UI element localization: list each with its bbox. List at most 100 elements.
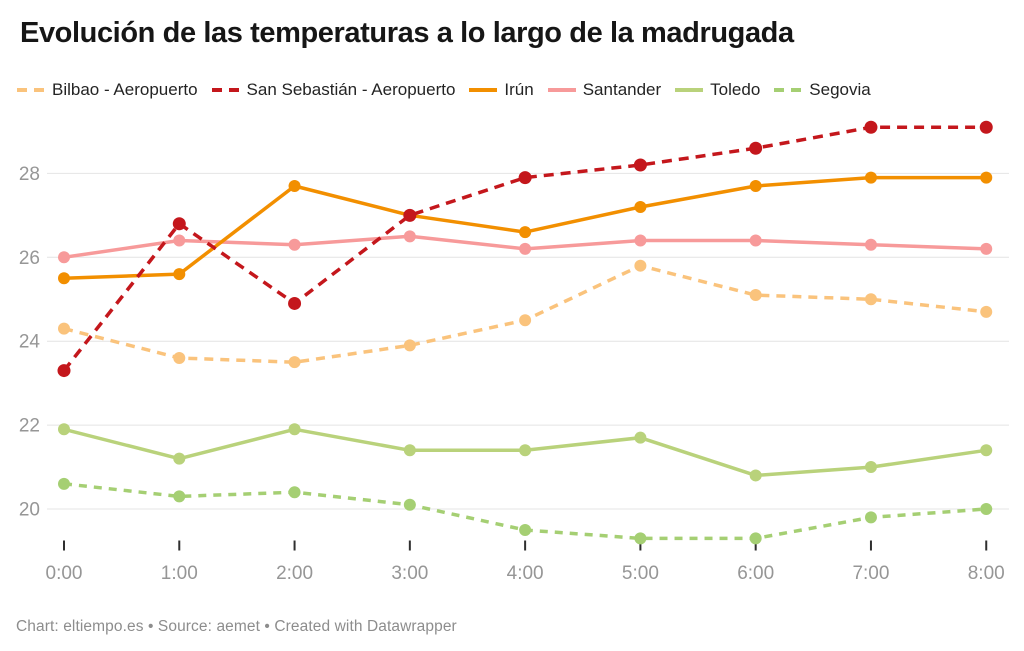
- data-point-san-sebastian-aeropuerto-2:00: [288, 296, 302, 310]
- legend-swatch-toledo: [675, 88, 704, 92]
- series-line-bilbao-aeropuerto: [63, 263, 987, 364]
- series-segovia: [58, 477, 993, 545]
- chart-title: Evolución de las temperaturas a lo largo…: [20, 17, 794, 49]
- data-point-segovia-3:00: [403, 498, 416, 511]
- data-point-irun-2:00: [288, 179, 301, 192]
- data-point-san-sebastian-aeropuerto-0:00: [57, 364, 71, 378]
- data-point-bilbao-aeropuerto-5:00: [634, 259, 647, 272]
- legend-swatch-irun: [469, 88, 498, 92]
- data-point-irun-6:00: [749, 179, 762, 192]
- legend-swatch-san-sebastian-aeropuerto: [211, 88, 240, 92]
- data-point-segovia-8:00: [980, 503, 993, 515]
- data-point-san-sebastian-aeropuerto-4:00: [518, 171, 532, 185]
- data-point-san-sebastian-aeropuerto-6:00: [749, 141, 763, 155]
- data-point-san-sebastian-aeropuerto-8:00: [979, 120, 993, 134]
- data-point-segovia-4:00: [519, 523, 532, 536]
- legend-item-santander: Santander: [547, 80, 662, 100]
- x-tick-label: 1:00: [161, 563, 198, 584]
- x-tick-label: 2:00: [276, 563, 313, 584]
- legend-label: San Sebastián - Aeropuerto: [246, 80, 456, 99]
- data-point-santander-7:00: [864, 238, 877, 251]
- data-point-segovia-5:00: [634, 532, 647, 545]
- legend-item-toledo: Toledo: [675, 80, 760, 100]
- y-tick-label: 26: [19, 248, 40, 269]
- data-point-toledo-7:00: [864, 461, 877, 474]
- y-gridlines: [47, 172, 1009, 510]
- x-tick-label: 3:00: [391, 563, 428, 584]
- data-point-toledo-5:00: [634, 431, 647, 444]
- data-point-bilbao-aeropuerto-6:00: [749, 289, 762, 302]
- legend-item-segovia: Segovia: [774, 80, 871, 100]
- series-santander: [58, 230, 993, 264]
- legend-item-san-sebastian-aeropuerto: San Sebastián - Aeropuerto: [211, 80, 456, 100]
- data-point-bilbao-aeropuerto-7:00: [864, 293, 877, 306]
- chart-footer: Chart: eltiempo.es • Source: aemet • Cre…: [16, 618, 457, 635]
- data-point-toledo-3:00: [403, 444, 416, 457]
- series-bilbao-aeropuerto: [58, 259, 993, 369]
- data-point-segovia-2:00: [288, 486, 301, 499]
- data-point-santander-8:00: [980, 242, 993, 255]
- series-irun: [58, 171, 993, 285]
- x-tick-label: 8:00: [968, 563, 1005, 584]
- data-point-toledo-8:00: [980, 444, 993, 457]
- y-tick-label: 22: [19, 416, 40, 437]
- data-point-bilbao-aeropuerto-8:00: [980, 305, 993, 318]
- data-point-san-sebastian-aeropuerto-3:00: [403, 208, 417, 222]
- x-tick-label: 7:00: [852, 563, 889, 584]
- legend-label: Segovia: [809, 80, 871, 99]
- y-axis-labels: 20 22 24 26 28: [19, 164, 41, 521]
- y-tick-label: 24: [19, 332, 41, 353]
- x-axis: 0:00 1:00 2:00 3:00 4:00 5:00 6:00 7:00 8:00: [46, 540, 1005, 584]
- legend-swatch-santander: [547, 88, 576, 92]
- y-tick-label: 28: [19, 164, 40, 185]
- data-point-segovia-0:00: [58, 477, 70, 490]
- y-tick-label: 20: [19, 500, 40, 521]
- data-point-toledo-2:00: [288, 423, 301, 436]
- data-point-toledo-6:00: [749, 469, 762, 482]
- legend-swatch-bilbao-aeropuerto: [17, 88, 45, 92]
- data-point-santander-1:00: [173, 234, 186, 247]
- data-point-santander-4:00: [519, 242, 532, 255]
- data-point-segovia-1:00: [173, 490, 186, 503]
- data-point-santander-2:00: [288, 238, 301, 251]
- series-san-sebastian-aeropuerto: [57, 120, 993, 378]
- data-point-segovia-7:00: [864, 511, 877, 524]
- data-point-toledo-4:00: [519, 444, 532, 457]
- data-point-toledo-1:00: [173, 452, 186, 465]
- legend: Bilbao - Aeropuerto San Sebastián - Aerop…: [17, 80, 871, 100]
- x-tick-label: 0:00: [46, 563, 83, 584]
- data-point-bilbao-aeropuerto-4:00: [519, 314, 532, 327]
- data-point-san-sebastian-aeropuerto-7:00: [864, 120, 878, 134]
- legend-label: Irún: [504, 80, 534, 99]
- data-point-bilbao-aeropuerto-2:00: [288, 356, 301, 369]
- series-line-san-sebastian-aeropuerto: [62, 125, 987, 372]
- legend-item-irun: Irún: [469, 80, 534, 100]
- series-toledo: [58, 423, 993, 482]
- data-point-irun-5:00: [634, 200, 647, 213]
- data-point-bilbao-aeropuerto-0:00: [58, 322, 70, 335]
- data-point-segovia-6:00: [749, 532, 762, 545]
- legend-label: Bilbao - Aeropuerto: [52, 80, 198, 99]
- data-point-santander-6:00: [749, 234, 762, 247]
- x-tick-label: 4:00: [507, 563, 544, 584]
- data-point-bilbao-aeropuerto-1:00: [173, 351, 186, 364]
- legend-label: Toledo: [710, 80, 761, 99]
- legend-swatch-segovia: [774, 88, 803, 92]
- data-point-irun-7:00: [864, 171, 877, 184]
- legend-item-bilbao-aeropuerto: Bilbao - Aeropuerto: [17, 80, 198, 100]
- data-point-irun-1:00: [173, 268, 186, 281]
- data-point-irun-4:00: [519, 226, 532, 239]
- legend-label: Santander: [582, 80, 662, 99]
- data-point-irun-8:00: [980, 171, 993, 184]
- data-point-irun-0:00: [58, 272, 70, 285]
- x-tick-label: 6:00: [737, 563, 774, 584]
- data-point-san-sebastian-aeropuerto-1:00: [172, 217, 186, 231]
- data-point-toledo-0:00: [58, 423, 70, 436]
- x-tick-label: 5:00: [622, 563, 659, 584]
- data-point-santander-3:00: [403, 230, 416, 243]
- data-point-santander-0:00: [58, 251, 70, 264]
- data-point-bilbao-aeropuerto-3:00: [403, 339, 416, 352]
- data-point-santander-5:00: [634, 234, 647, 247]
